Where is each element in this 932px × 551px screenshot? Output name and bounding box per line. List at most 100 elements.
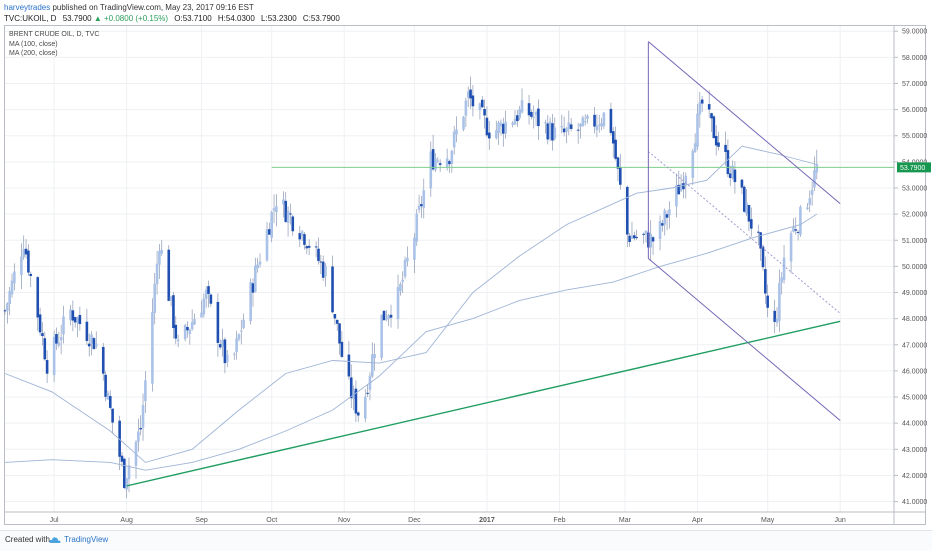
candle-body [62,316,65,335]
x-tick-label: Jul [50,517,59,524]
candle-body [10,280,14,295]
candle-body [513,118,517,125]
candle-body [642,233,645,235]
y-tick-label: 44.0000 [902,421,927,428]
candle-body [499,122,503,127]
candle-body [73,316,77,323]
candle-body [183,325,187,340]
candle-body [806,207,809,210]
candle-body [560,126,564,128]
candle-body [696,113,699,147]
candle-body [691,151,695,178]
candle-body [469,89,472,99]
candle-body [284,200,288,222]
candle-body [633,235,636,239]
tradingview-link[interactable]: TradingView [64,535,109,544]
candle-body [331,266,334,313]
candle-body [782,257,786,281]
candle-body [305,246,309,249]
candle-body [382,310,386,321]
candle-body [813,170,816,188]
candle-body [757,231,760,233]
candle-body [478,103,482,111]
candle-body [239,330,243,332]
candle-body [448,161,451,165]
candle-body [204,289,208,299]
candle-body [169,296,173,301]
candle-body [232,353,236,355]
candle-body [399,283,402,291]
candle-body [518,109,521,119]
candle-body [616,157,620,169]
candle-body [324,266,327,277]
candle-body [193,319,196,325]
candle-body [595,125,599,131]
legend-title: BRENT CRUDE OIL, D, TVC [9,31,100,38]
candle-body [600,123,603,127]
high-value: H:54.0300 [217,14,255,23]
change-value: +0.0800 (+0.15%) [104,14,169,23]
open-value: O:53.7100 [174,14,212,23]
candle-body [20,256,23,276]
candle-body [628,235,631,242]
candle-body [630,235,634,239]
candle-body [745,202,748,214]
candle-body [366,392,369,394]
candle-body [272,208,276,211]
author-link[interactable]: harveytrades [4,3,51,12]
x-tick-label: Apr [692,517,704,524]
chart-frame [4,25,926,525]
candle-body [677,184,681,195]
support-trendline [126,320,841,487]
candle-body [373,354,376,359]
candle-body [808,198,812,205]
candle-body [340,341,344,357]
candle-body [626,186,629,235]
candle-body [153,283,157,314]
x-tick-label: May [761,517,775,524]
candle-body [13,271,16,284]
candle-body [36,277,40,318]
candle-body [370,354,374,377]
x-tick-label: Mar [619,517,632,524]
candle-body [307,245,311,248]
candle-body [649,233,652,248]
candle-body [527,103,531,116]
candle-body [380,314,383,358]
candle-body [172,295,175,329]
ma100-line [4,145,817,463]
y-tick-label: 57.0000 [902,81,927,88]
candle-body [303,234,306,245]
symbol-line: TVC:UKOIL, D 53.7900 ▲ +0.0800 (+0.15%) … [4,14,340,23]
candle-body [434,158,437,170]
candle-body [602,112,606,126]
candle-body [87,343,91,347]
candle-body [548,121,552,139]
last-price-label: 53.7900 [900,165,925,172]
candle-body [286,210,290,223]
candle-body [464,100,468,116]
candle-body [452,131,456,148]
candle-body [200,312,203,318]
candle-body [413,237,416,260]
candle-body [700,99,704,104]
candle-body [249,282,252,322]
candle-body [92,338,96,350]
candle-body [188,329,192,335]
change-up-icon: ▲ [93,14,102,23]
x-tick-label: Feb [553,517,565,524]
candle-body [321,261,325,278]
candle-body [726,150,730,175]
close-value: C:53.7900 [302,14,340,23]
candle-body [258,261,262,265]
candle-body [576,129,580,131]
candle-body [429,151,433,189]
candle-body [43,338,47,360]
candle-body [401,279,405,282]
candle-body [291,216,295,232]
candle-body [389,314,393,318]
x-tick-label: Oct [266,517,277,524]
candle-body [466,91,470,98]
candle-body [520,100,524,113]
